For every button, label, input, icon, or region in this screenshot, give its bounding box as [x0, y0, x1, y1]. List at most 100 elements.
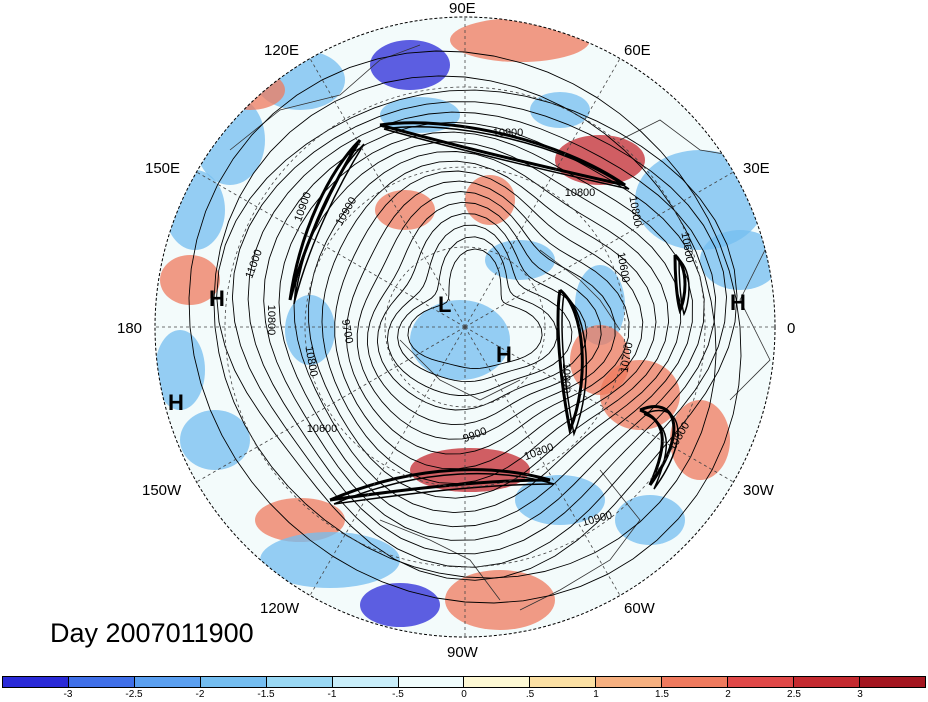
day-label: Day 2007011900: [50, 618, 254, 648]
colorbar-swatch: [68, 677, 135, 687]
lon-label-90w: 90W: [447, 644, 478, 661]
height-contour: [366, 201, 602, 426]
anomaly-patch: [375, 190, 435, 230]
contour-label: 10800: [302, 345, 319, 377]
lat-lon-grid: [155, 17, 775, 637]
colorbar-tick-label: -.5: [392, 689, 404, 700]
high-pressure-label: H: [730, 290, 746, 315]
colorbar-tick-label: 1.5: [655, 689, 669, 700]
anomaly-patch: [370, 40, 450, 90]
colorbar-tick-label: -1.5: [257, 689, 275, 700]
contour-label: 10800: [565, 187, 596, 199]
jet-stream-contour: [293, 143, 365, 305]
anomaly-patch: [165, 170, 225, 250]
coastline: [539, 249, 621, 331]
latitude-circle: [304, 166, 626, 488]
lon-label-30e: 30E: [743, 160, 770, 177]
anomaly-patch: [670, 400, 730, 480]
jet-stream-contour: [556, 288, 584, 436]
anomaly-patch: [485, 240, 555, 280]
colorbar-tick-label: -1: [327, 689, 337, 700]
jet-stream-contour: [639, 405, 676, 486]
jet-stream-contours: [288, 121, 690, 505]
height-contour: [216, 89, 738, 581]
colorbar-ticks: -3 -2.5 -2 -1.5 -1 -.5 0 .5 1 1.5 2 2.5 3: [2, 689, 926, 702]
meridian-line: [309, 58, 466, 328]
jet-stream-contour: [333, 472, 555, 505]
high-pressure-label: H: [168, 390, 184, 415]
lon-label-120e: 120E: [264, 42, 300, 59]
anomaly-patch: [515, 475, 605, 525]
map-boundary: [154, 16, 776, 638]
height-contour: [397, 236, 558, 383]
high-pressure-label: H: [209, 286, 225, 311]
lon-label-30w: 30W: [743, 482, 774, 499]
colorbar-swatch: [596, 677, 663, 687]
colorbar-swatch: [332, 677, 399, 687]
jet-stream-contour: [673, 253, 687, 315]
anomaly-patch: [615, 495, 685, 545]
contour-label: 10600: [614, 251, 631, 283]
contour-label: 10700: [618, 341, 635, 373]
height-contour: [321, 160, 657, 485]
anomaly-patch: [360, 583, 440, 627]
anomaly-patch: [155, 330, 205, 410]
colorbar-tick-label: 2.5: [787, 689, 801, 700]
contour-label: 10600: [678, 231, 695, 263]
colorbar-swatch: [530, 677, 597, 687]
coastline: [399, 339, 521, 401]
height-contour: [356, 191, 616, 440]
lon-label-60e: 60E: [624, 42, 651, 59]
height-contour: [308, 151, 670, 499]
anomaly-patch: [530, 92, 590, 128]
anomaly-patch: [180, 410, 250, 470]
anomaly-patch: [575, 265, 625, 345]
jet-stream-contour: [678, 258, 690, 317]
contour-label: 10800: [265, 305, 277, 336]
contour-label: 10900: [560, 363, 572, 394]
anomaly-patch: [450, 18, 590, 62]
colorbar-tick-label: 1: [593, 689, 599, 700]
colorbar: [2, 676, 926, 688]
colorbar-tick-label: -3: [63, 689, 73, 700]
colorbar-swatch: [398, 677, 465, 687]
height-contour: [247, 111, 717, 555]
contour-label: 9700: [339, 318, 355, 344]
anomaly-patch: [555, 135, 645, 185]
anomaly-patch: [700, 230, 775, 290]
colorbar-tick-label: -2: [195, 689, 205, 700]
lon-label-90e: 90E: [449, 0, 476, 17]
height-contour: [334, 170, 644, 470]
colorbar-swatch: [859, 677, 925, 687]
anomaly-patch: [255, 498, 345, 542]
colorbar-swatch: [3, 677, 69, 687]
anomaly-patch: [635, 150, 765, 250]
meridian-line: [464, 326, 734, 483]
lon-label-180: 180: [117, 320, 143, 337]
anomaly-patch: [465, 175, 515, 225]
jet-stream-contour: [643, 409, 679, 490]
anomaly-patch: [410, 300, 510, 380]
colorbar-swatch: [134, 677, 201, 687]
anomaly-patch: [260, 532, 400, 588]
height-contour: [407, 248, 543, 370]
colorbar-tick-label: 2: [725, 689, 731, 700]
meridian-line: [196, 171, 466, 328]
jet-stream-contour: [561, 293, 588, 437]
meridian-line: [309, 326, 466, 596]
colorbar-swatch: [266, 677, 333, 687]
height-contour: [386, 224, 573, 396]
height-contour: [293, 141, 682, 514]
lon-label-0: 0: [787, 320, 796, 337]
meridian-line: [464, 326, 621, 596]
height-contour: [345, 180, 630, 455]
colorbar-tick-label: -2.5: [125, 689, 143, 700]
jet-stream-contour: [383, 126, 630, 190]
colorbar-tick-label: .5: [525, 689, 535, 700]
meridian-line: [464, 171, 734, 328]
meridian-line: [464, 58, 621, 328]
lon-label-150w: 150W: [142, 482, 182, 499]
height-contour: [231, 101, 727, 568]
height-contour: [376, 213, 588, 411]
